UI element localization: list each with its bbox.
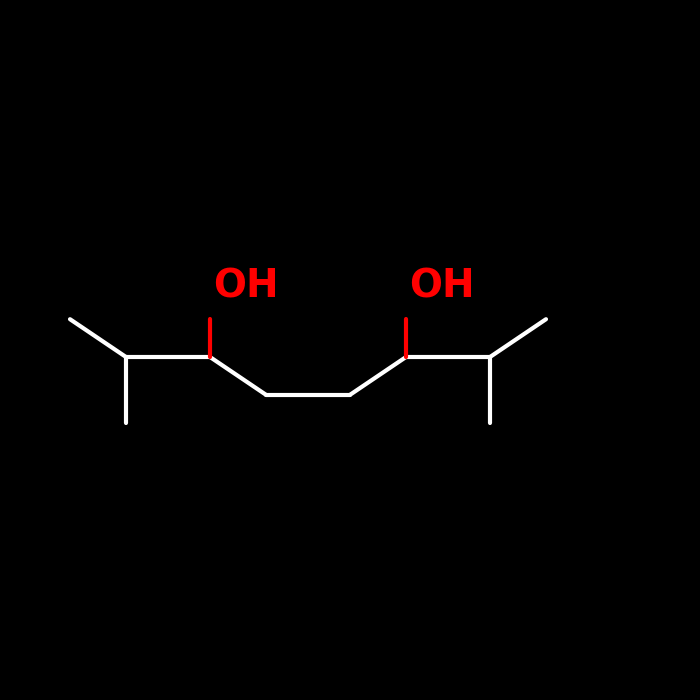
Text: OH: OH	[409, 267, 475, 305]
Text: OH: OH	[213, 267, 279, 305]
